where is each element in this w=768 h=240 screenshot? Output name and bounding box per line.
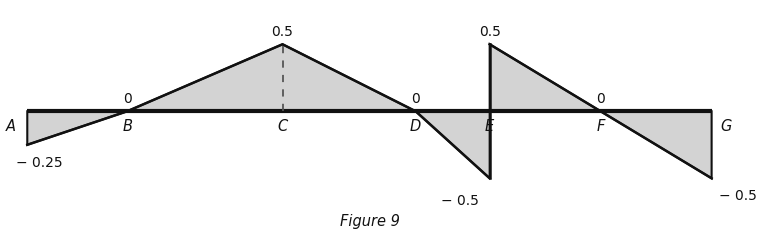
Polygon shape — [601, 111, 712, 178]
Polygon shape — [490, 44, 601, 111]
Text: B: B — [122, 119, 132, 134]
Text: 0: 0 — [123, 92, 131, 106]
Text: C: C — [277, 119, 288, 134]
Text: 0: 0 — [412, 92, 420, 106]
Text: − 0.5: − 0.5 — [719, 189, 757, 203]
Text: − 0.5: − 0.5 — [441, 194, 479, 208]
Text: E: E — [485, 119, 495, 134]
Text: G: G — [720, 119, 732, 134]
Text: 0.5: 0.5 — [272, 25, 293, 39]
Text: 0.5: 0.5 — [478, 25, 501, 39]
Text: Figure 9: Figure 9 — [339, 214, 399, 229]
Text: − 0.25: − 0.25 — [16, 156, 63, 169]
Text: F: F — [597, 119, 605, 134]
Text: 0: 0 — [596, 92, 605, 106]
Polygon shape — [415, 111, 490, 178]
Text: A: A — [6, 119, 16, 134]
Polygon shape — [127, 44, 415, 111]
Text: D: D — [410, 119, 422, 134]
Polygon shape — [28, 111, 127, 145]
